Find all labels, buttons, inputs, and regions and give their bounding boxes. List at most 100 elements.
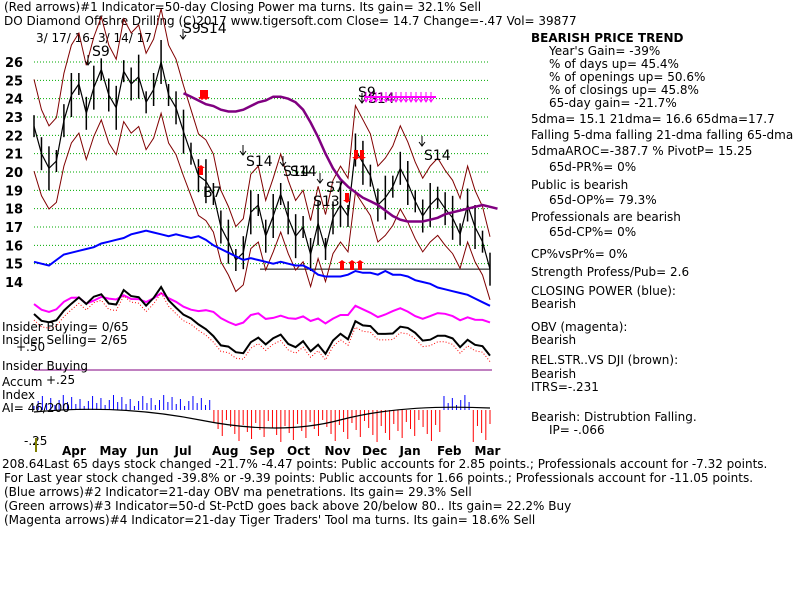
signal-label: S14	[200, 21, 227, 37]
distribution-status: Bearish: Distrubtion Falling.	[531, 410, 697, 424]
index-label: Index	[2, 388, 36, 402]
y-tick-label: 26	[5, 56, 23, 71]
strength-ratio: Strength Profess/Pub= 2.6	[531, 265, 690, 279]
down-arrow-icon	[343, 193, 351, 203]
y-axis-ticks: 26 25 24 23 22 21 20 19 18 17 16 15 14	[5, 56, 23, 291]
panel-scale-label: +.25	[46, 373, 75, 387]
down-arrow-icon	[316, 173, 324, 184]
signal-label: S14	[246, 154, 273, 170]
y-tick-label: 16	[5, 239, 23, 254]
dma-values: 5dma= 15.1 21dma= 16.6 65dma=17.7	[531, 112, 775, 126]
up-arrow-icon	[348, 260, 356, 270]
x-month-label: Jul	[174, 444, 192, 458]
accum-label: Accum	[2, 375, 43, 389]
lower-band-line	[33, 111, 491, 300]
down-arrow-icon	[358, 93, 366, 104]
footer-65-day: 208.64Last 65 days stock changed -21.7% …	[2, 457, 768, 471]
years-gain: Year's Gain= -39%	[549, 44, 661, 58]
cp-65: 65d-CP%= 0%	[549, 225, 637, 239]
closing-power-title: CLOSING POWER (blue):	[531, 284, 676, 298]
down-arrow-icon	[358, 150, 366, 160]
up-arrow-icon	[197, 165, 205, 175]
x-month-label: Mar	[475, 444, 501, 458]
ai-label: AI= 46/200	[2, 401, 70, 415]
indicator-2-title: (Blue arrows)#2 Indicator=21-day OBV ma …	[4, 485, 472, 499]
indicator-3-title: (Green arrows)#3 Indicator=50-d St-PctD …	[4, 499, 572, 513]
insider-buying-label-2: Insider Buying	[2, 359, 88, 373]
insider-buying-label: Insider Buying= 0/65	[2, 320, 129, 334]
chart-series	[33, 8, 498, 362]
signal-label: S14	[424, 148, 451, 164]
x-axis-months: Apr May Jun Jul Aug Sep Oct Nov Dec Jan Feb Mar +.50…	[16, 340, 501, 458]
y-tick-label: 22	[5, 129, 23, 144]
x-month-label: Nov	[325, 444, 351, 458]
signal-label: S9	[92, 44, 110, 60]
relstr-title: REL.STR..VS DJI (brown):	[531, 353, 679, 367]
x-month-label: Oct	[287, 444, 310, 458]
accum-histogram	[33, 395, 491, 452]
obv-title: OBV (magenta):	[531, 320, 628, 334]
accum-index-line	[33, 406, 491, 429]
moving-average-line	[182, 92, 498, 223]
x-month-label: Jun	[136, 444, 159, 458]
indicator-1-title: (Red arrows)#1 Indicator=50-day Closing …	[4, 0, 482, 14]
op-65: 65d-OP%= 79.3%	[549, 193, 657, 207]
x-month-label: Sep	[250, 444, 276, 458]
x-month-label: Aug	[212, 444, 238, 458]
down-arrow-icon	[179, 29, 187, 40]
signal-label: S13	[313, 194, 340, 210]
y-tick-label: 15	[5, 258, 23, 273]
pr-65: 65d-PR%= 0%	[549, 160, 637, 174]
y-tick-label: 21	[5, 148, 23, 163]
days-up: % of days up= 45.4%	[549, 57, 679, 71]
x-month-label: May	[100, 444, 128, 458]
y-tick-label: 14	[5, 276, 23, 291]
public-status: Public is bearish	[531, 178, 629, 192]
professionals-status: Professionals are bearish	[531, 210, 681, 224]
falling-dma: Falling 5-dma falling 21-dma falling 65-…	[531, 128, 794, 142]
closing-power-line	[33, 229, 491, 307]
x-month-label: Feb	[437, 444, 462, 458]
signal-label: S14	[290, 164, 317, 180]
y-tick-label: 23	[5, 111, 23, 126]
relstr-value: Bearish	[531, 367, 577, 381]
y-tick-label: 20	[5, 166, 23, 181]
obv-value: Bearish	[531, 333, 577, 347]
signal-label: S14	[283, 164, 310, 180]
closings-up: % of closings up= 45.8%	[549, 83, 699, 97]
price-close-line	[33, 61, 491, 270]
y-tick-label: 18	[5, 203, 23, 218]
y-tick-label: 19	[5, 184, 23, 199]
obv-line	[33, 291, 491, 327]
insider-selling-label: Insider Selling= 2/65	[2, 333, 128, 347]
down-arrow-icon	[84, 55, 92, 66]
itrs-value: ITRS=-.231	[531, 380, 599, 394]
ticker-header: DO Diamond Offshre Drilling (C)2017 www.…	[4, 14, 577, 28]
footer-year: For Last year stock changed -39.8% or -9…	[4, 471, 754, 485]
closing-power-value: Bearish	[531, 297, 577, 311]
y-tick-label: 17	[5, 221, 23, 236]
panel-scale-label: +.50	[16, 340, 45, 354]
cp-vs-pr: CP%vsPr%= 0%	[531, 247, 628, 261]
trend-title: BEARISH PRICE TREND	[531, 31, 684, 45]
y-tick-label: 25	[5, 74, 23, 89]
up-arrow-icon	[338, 260, 346, 270]
price-grid	[34, 61, 492, 371]
signal-label: S9	[183, 21, 201, 37]
down-arrow-icon	[279, 156, 287, 167]
down-arrow-icon	[202, 90, 210, 100]
aroc-pivot: 5dmaAROC=-387.7 % PivotP= 15.25	[531, 144, 753, 158]
x-month-label: Dec	[362, 444, 387, 458]
signal-label: B7	[203, 185, 222, 201]
relative-strength-line	[33, 285, 491, 357]
down-arrow-icon	[352, 150, 360, 160]
indicator-4-title: (Magenta arrows)#4 Indicator=21-day Tige…	[4, 513, 536, 527]
x-month-label: Jan	[399, 444, 421, 458]
ip-value: IP= -.066	[549, 423, 605, 437]
openings-up: % of openings up= 50.6%	[549, 70, 706, 84]
down-arrow-icon	[418, 136, 426, 147]
down-arrow-icon	[239, 145, 247, 156]
signal-label: S7	[326, 180, 344, 196]
